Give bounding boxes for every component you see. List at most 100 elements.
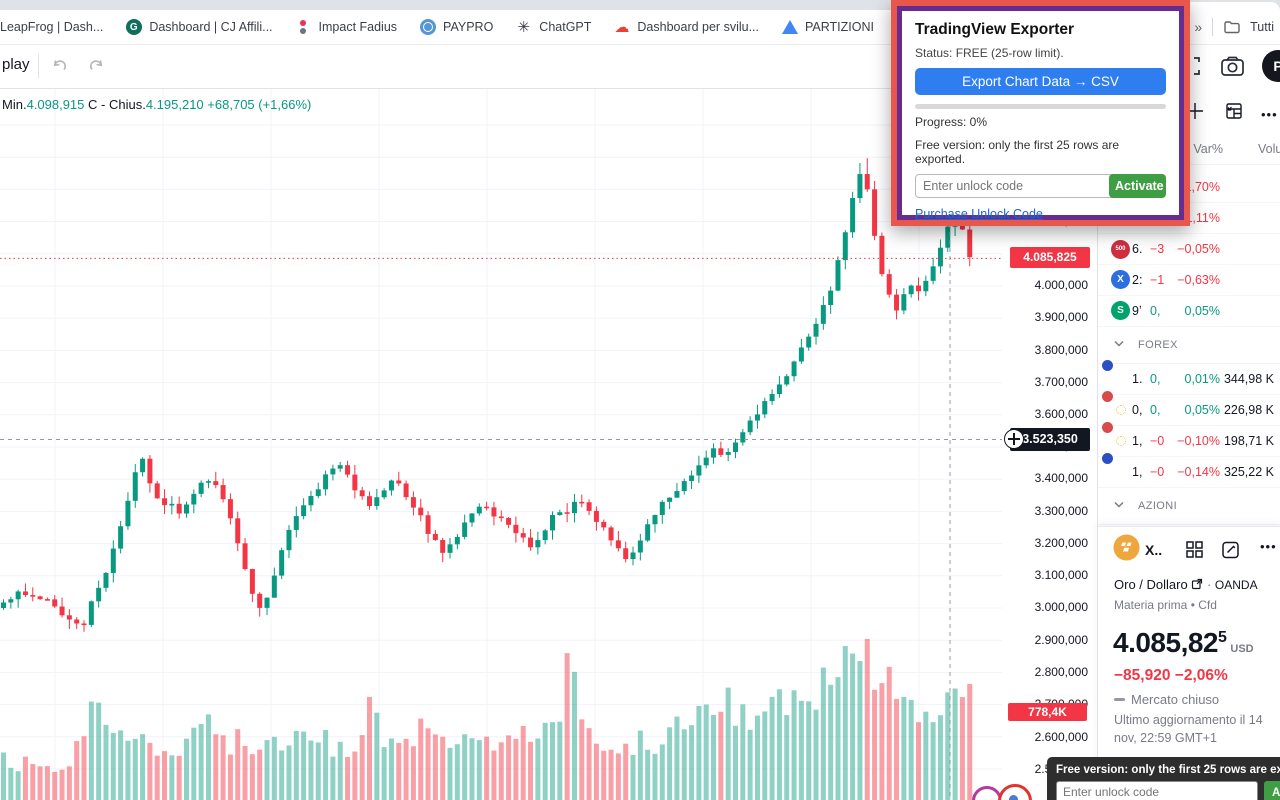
popup-status: Status: FREE (25-row limit). — [915, 46, 1064, 60]
toast-unlock-code-input[interactable] — [1056, 781, 1258, 800]
chevron-down-icon — [1114, 501, 1124, 508]
axis-tick-label: 3.700,000 — [1034, 375, 1088, 389]
watchlist-row[interactable]: X 2: −1 −0,63% — [1098, 265, 1280, 296]
cloud-logo-icon: ☁ — [614, 19, 630, 36]
market-closed-icon — [1114, 698, 1125, 701]
bookmarks-overflow-chevron[interactable]: » — [1194, 19, 1203, 35]
axis-tick-label: 4.000,000 — [1034, 278, 1088, 292]
bookmarks-folder-label[interactable]: Tutti — [1250, 20, 1274, 34]
watchlist-layout-icon[interactable] — [1222, 100, 1245, 123]
folder-icon[interactable] — [1223, 19, 1240, 36]
axis-tick-label: 3.400,000 — [1034, 471, 1088, 485]
edit-note-icon[interactable] — [1220, 539, 1241, 560]
purchase-unlock-link[interactable]: Purchase Unlock Code — [915, 207, 1043, 221]
popup-title: TradingView Exporter — [915, 21, 1075, 38]
cursor-volume-label: 778,4K — [1008, 703, 1087, 721]
impact-dots-icon — [295, 19, 312, 36]
candlestick-chart[interactable] — [0, 88, 1002, 800]
bookmarks-right: » Tutti — [1194, 18, 1280, 36]
axis-tick-label: 3.800,000 — [1034, 343, 1088, 357]
column-vol-header[interactable]: Volume — [1258, 142, 1280, 156]
free-version-note: Free version: only the first 25 rows are… — [915, 138, 1120, 166]
tradingview-exporter-popup: TradingView Exporter Status: FREE (25-ro… — [891, 0, 1190, 226]
watchlist-section-forex[interactable]: FOREX — [1098, 327, 1280, 364]
axis-tick-label: 3.100,000 — [1034, 568, 1088, 582]
last-update-text: Ultimo aggiornamento il 14 nov, 22:59 GM… — [1114, 713, 1263, 745]
axis-tick-label: 3.200,000 — [1034, 536, 1088, 550]
legend-close-value: 4.195,210 — [145, 97, 204, 112]
price-change: −85,920 −2,06% — [1114, 667, 1228, 684]
detail-more-icon[interactable]: ••• — [1260, 539, 1277, 554]
replay-button[interactable]: play — [2, 56, 30, 73]
bookmark-label: Dashboard | CJ Affili... — [149, 20, 273, 34]
symbol-name[interactable]: Oro / Dollaro — [1114, 577, 1188, 592]
camera-icon[interactable] — [1219, 53, 1246, 80]
watchlist-section-azioni[interactable]: AZIONI — [1098, 488, 1280, 525]
axis-tick-label: 2.900,000 — [1034, 633, 1088, 647]
layout-grid-icon[interactable] — [1184, 539, 1205, 560]
bookmark-label: LeapFrog | Dash... — [0, 20, 104, 34]
bookmark-label: PARTIZIONI — [805, 20, 874, 34]
chart-legend: Min.4.098,915 C - Chius.4.195,210 +68,70… — [2, 97, 312, 112]
bookmark-label: ChatGPT — [539, 20, 592, 34]
bookmark-label: Dashboard per svilu... — [637, 20, 759, 34]
chatgpt-logo-icon: ✳ — [517, 19, 531, 36]
undo-icon[interactable] — [48, 54, 72, 78]
chevron-down-icon — [1114, 340, 1124, 347]
bookmark-label: PAYPRO — [443, 20, 494, 34]
watchlist-more-icon[interactable]: ••• — [1261, 107, 1278, 122]
watchlist-row[interactable]: S 9ʼ 0, 0,05% — [1098, 296, 1280, 327]
legend-min-value: 4.098,915 — [26, 97, 85, 112]
legend-change-value: +68,705 (+1,66%) — [207, 97, 312, 112]
cj-logo-icon: G — [125, 19, 142, 36]
watchlist-row[interactable]: 1. 0, 0,01% 344,98 K — [1098, 359, 1280, 395]
symbol-ticker[interactable]: X.. — [1145, 542, 1163, 558]
publish-button[interactable]: P — [1262, 50, 1280, 82]
progress-bar — [915, 104, 1166, 109]
bookmark-item[interactable]: PARTIZIONI — [781, 19, 874, 36]
bookmark-label: Impact Fadius — [318, 20, 398, 34]
bookmark-item[interactable]: Impact Fadius — [295, 19, 398, 36]
gold-symbol-icon — [1113, 534, 1140, 561]
axis-tick-label: 3.300,000 — [1034, 504, 1088, 518]
external-link-icon[interactable] — [1191, 578, 1203, 590]
exchange-name[interactable]: OANDA — [1214, 578, 1258, 592]
crosshair-price-label: 3.523,350 — [1010, 428, 1090, 451]
axis-tick-label: 3.000,000 — [1034, 600, 1088, 614]
unlock-code-input[interactable] — [915, 174, 1117, 198]
watchlist-row[interactable]: 0, 0, 0,05% 226,98 K — [1098, 390, 1280, 426]
exporter-toast: Free version: only the first 25 rows are… — [1047, 757, 1280, 800]
axis-tick-label: 2.600,000 — [1034, 730, 1088, 744]
symbol-logo-icon: X — [1111, 270, 1130, 289]
watchlist-row[interactable]: 1, −0 −0,14% 325,22 K — [1098, 452, 1280, 488]
symbol-logo-icon: 500 — [1111, 239, 1130, 259]
toast-activate-button[interactable]: Activate — [1264, 781, 1280, 800]
symbol-logo-icon: S — [1111, 301, 1130, 320]
axis-tick-label: 2.800,000 — [1034, 665, 1088, 679]
toast-note: Free version: only the first 25 rows are… — [1056, 764, 1280, 776]
bookmark-item[interactable]: PAYPRO — [419, 19, 493, 36]
toolbar-separator — [38, 54, 39, 78]
market-status: Mercato chiuso — [1114, 692, 1219, 707]
paypro-logo-icon — [419, 19, 436, 36]
progress-label: Progress: 0% — [915, 115, 988, 129]
bookmark-item[interactable]: LeapFrog | Dash... — [0, 20, 103, 34]
currency-label: USD — [1230, 643, 1254, 655]
activate-button[interactable]: Activate — [1109, 174, 1166, 198]
watchlist-row[interactable]: 1, −0 −0,10% 198,71 K — [1098, 421, 1280, 457]
watchlist-row[interactable]: 500 6. −3 −0,05% — [1098, 234, 1280, 265]
crosshair-plus-icon[interactable] — [1004, 429, 1024, 449]
export-csv-button[interactable]: Export Chart Data → CSV — [915, 68, 1166, 95]
redo-icon[interactable] — [84, 54, 108, 78]
column-var-header[interactable]: Var% — [1193, 142, 1223, 156]
partizioni-triangle-icon — [781, 19, 798, 36]
axis-tick-label: 3.600,000 — [1034, 407, 1088, 421]
bookmarks-separator — [1212, 18, 1214, 36]
bookmark-item[interactable]: ✳ ChatGPT — [515, 19, 592, 36]
instrument-type: Materia prima • Cfd — [1114, 598, 1217, 612]
bookmark-item[interactable]: ☁ Dashboard per svilu... — [613, 19, 759, 36]
bookmark-item[interactable]: G Dashboard | CJ Affili... — [125, 19, 273, 36]
last-price: 4.085,825USD — [1113, 627, 1254, 658]
current-price-label: 4.085,825 — [1010, 247, 1090, 268]
